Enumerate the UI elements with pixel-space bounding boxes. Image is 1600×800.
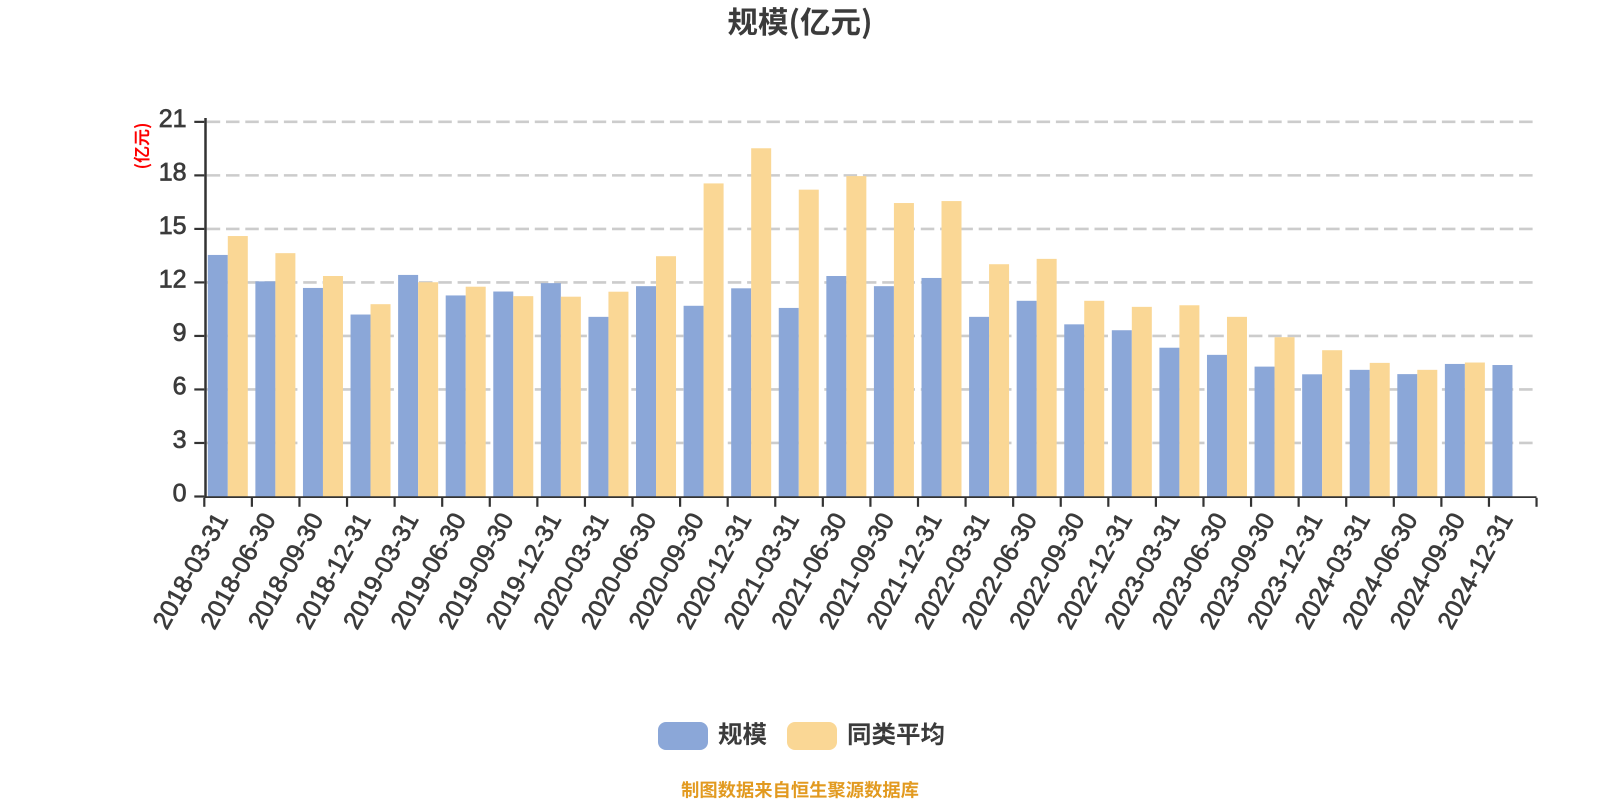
svg-text:9: 9 [173, 319, 187, 347]
svg-text:0: 0 [173, 480, 187, 508]
svg-text:18: 18 [159, 158, 187, 186]
svg-text:12: 12 [159, 265, 187, 293]
svg-text:15: 15 [159, 212, 187, 240]
svg-text:21: 21 [159, 105, 187, 133]
svg-text:3: 3 [173, 426, 187, 454]
svg-text:6: 6 [173, 372, 187, 400]
